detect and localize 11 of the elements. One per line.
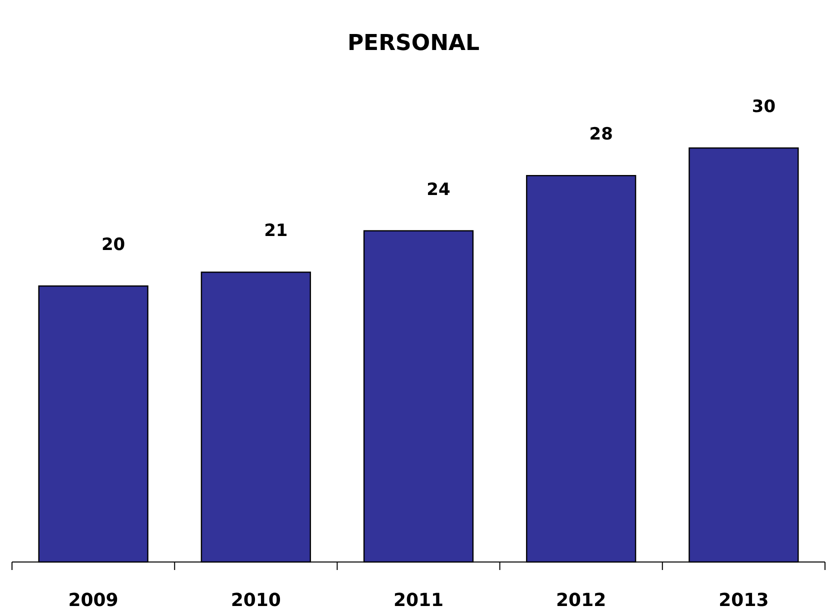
x-tick-label: 2011 xyxy=(393,590,444,611)
x-tick-label: 2013 xyxy=(718,590,769,611)
chart-title: PERSONAL xyxy=(347,31,480,56)
data-label: 21 xyxy=(264,221,288,242)
data-label: 30 xyxy=(752,97,776,117)
x-tick-label: 2012 xyxy=(556,590,606,611)
data-label: 24 xyxy=(426,180,450,200)
x-tick-label: 2010 xyxy=(230,590,281,611)
data-label: 28 xyxy=(589,124,613,145)
x-tick-label: 2009 xyxy=(68,590,118,611)
data-label: 20 xyxy=(101,235,126,255)
